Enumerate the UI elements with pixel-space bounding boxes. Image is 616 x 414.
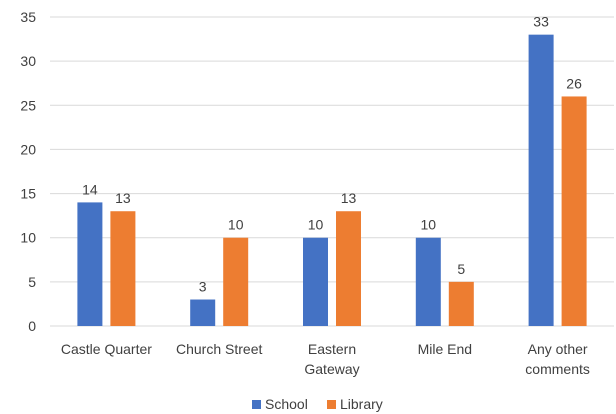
category-label: comments	[525, 361, 590, 377]
legend-label-school: School	[265, 396, 308, 412]
bar-library-0	[110, 211, 136, 326]
category-label: Mile End	[418, 341, 472, 357]
bar-school-1	[190, 299, 216, 326]
category-label: Eastern	[308, 341, 356, 357]
legend-swatch-school	[252, 400, 261, 409]
data-label-school-1: 3	[199, 279, 207, 295]
bar-school-0	[77, 202, 103, 326]
data-label-library-4: 26	[566, 75, 582, 91]
data-label-school-2: 10	[308, 217, 324, 233]
y-tick-label: 0	[28, 318, 36, 334]
bar-library-1	[223, 237, 249, 326]
y-tick-label: 35	[20, 9, 36, 25]
category-label: Castle Quarter	[61, 341, 152, 357]
y-tick-label: 30	[20, 53, 36, 69]
category-label: Gateway	[304, 361, 359, 377]
data-label-school-0: 14	[82, 181, 98, 197]
data-label-library-1: 10	[228, 217, 244, 233]
bar-school-3	[415, 237, 441, 326]
data-label-library-0: 13	[115, 190, 131, 206]
data-label-school-3: 10	[421, 217, 437, 233]
x-axis-category-labels: Castle Quarter Church Street Eastern Gatewa…	[61, 341, 590, 377]
data-label-school-4: 33	[533, 14, 549, 30]
legend-swatch-library	[327, 400, 336, 409]
y-tick-label: 5	[28, 274, 36, 290]
y-axis-tick-labels: 0 5 10 15 20 25 30 35	[20, 9, 36, 334]
bar-library-4	[561, 96, 587, 326]
data-labels: 14 13 3 10 10 13 10 5 33 26	[82, 14, 582, 295]
y-tick-label: 10	[20, 230, 36, 246]
bar-library-2	[336, 211, 361, 326]
y-tick-label: 25	[20, 97, 36, 113]
y-tick-label: 15	[20, 186, 36, 202]
data-label-library-2: 13	[341, 190, 357, 206]
legend-label-library: Library	[340, 396, 383, 412]
bar-school-4	[528, 34, 554, 327]
category-label: Any other	[528, 341, 588, 357]
data-label-library-3: 5	[457, 261, 465, 277]
y-tick-label: 20	[20, 141, 36, 157]
bars	[77, 34, 587, 327]
category-label: Church Street	[176, 341, 262, 357]
bar-school-2	[303, 237, 328, 326]
bar-library-3	[448, 281, 474, 326]
gridlines	[50, 16, 614, 327]
legend: School Library	[252, 396, 383, 412]
